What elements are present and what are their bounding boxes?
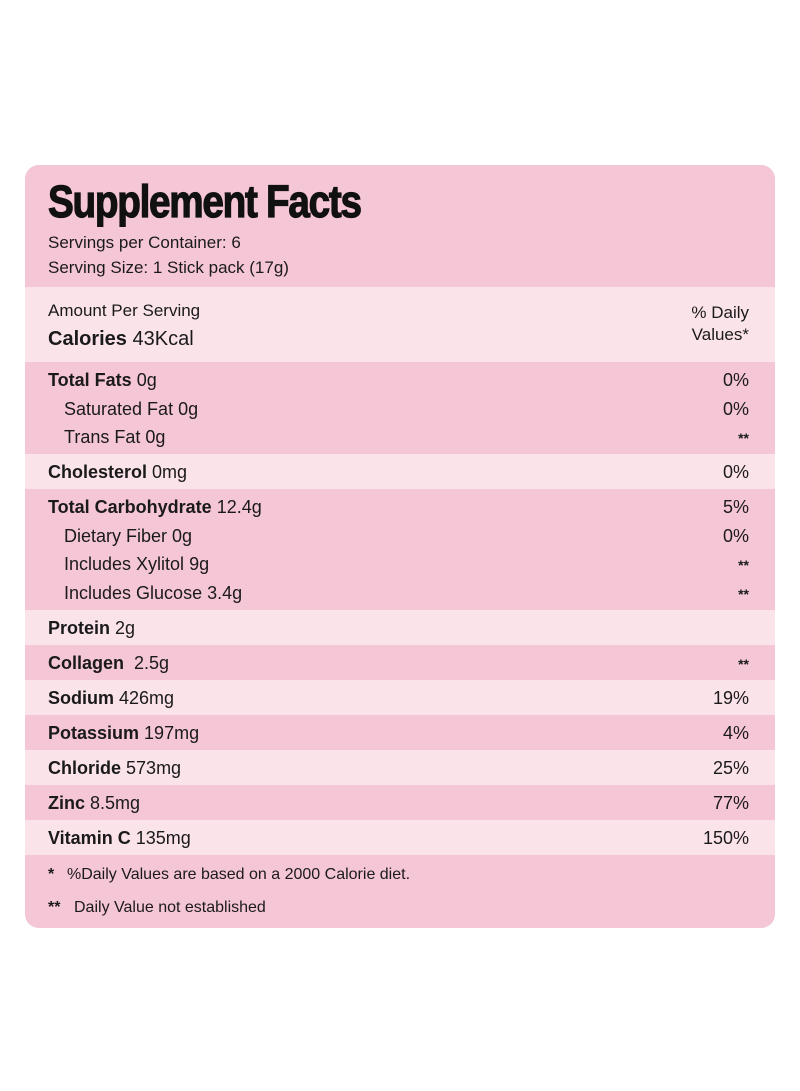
nutrient-row: Cholesterol 0mg xyxy=(48,463,187,481)
nutrient-amount: 426mg xyxy=(119,687,175,708)
nutrient-name: Total Carbohydrate xyxy=(48,497,212,517)
row-group: Collagen 2.5g ** xyxy=(25,644,775,680)
servings: Servings per Container: 6 xyxy=(48,233,241,252)
nutrient-amount: 0g xyxy=(178,398,199,419)
row-group: Chloride 573mg 25% xyxy=(25,749,775,785)
dv-heading: Values* xyxy=(691,325,749,344)
nutrient-row: Collagen 2.5g xyxy=(48,654,169,672)
nutrient-name: Total Fats xyxy=(48,370,132,390)
nutrient-name: Collagen xyxy=(48,652,125,673)
nutrient-row: Potassium 197mg xyxy=(48,724,199,742)
serving-size: Serving Size: 1 Stick pack (17g) xyxy=(48,258,289,277)
supplement-facts-panel: Supplement Facts Servings per Container:… xyxy=(25,165,775,928)
row-group: Sodium 426mg 19% xyxy=(25,679,775,715)
nutrient-row: Zinc 8.5mg xyxy=(48,794,140,812)
nutrient-name: Includes Glucose xyxy=(64,582,203,603)
nutrient-row: Total Carbohydrate 12.4g xyxy=(48,498,262,516)
row-group: Total Fats 0g 0% Saturated Fat 0g 0% Trans F… xyxy=(25,362,775,454)
row-group: Vitamin C 135mg 150% xyxy=(25,819,775,855)
nutrient-amount: 197mg xyxy=(144,722,200,743)
footnote-marker: ** xyxy=(48,898,61,916)
nutrient-name: Includes Xylitol xyxy=(64,554,185,574)
daily-value: 0% xyxy=(722,370,749,390)
nutrient-name: Zinc xyxy=(48,792,86,813)
daily-value: 4% xyxy=(722,722,749,743)
nutrient-amount: 0g xyxy=(136,370,157,390)
footnote-text: Daily Value not established xyxy=(74,898,266,916)
nutrient-row: Sodium 426mg xyxy=(48,689,174,707)
nutrient-name: Vitamin C xyxy=(48,827,131,848)
daily-value: 25% xyxy=(712,757,749,778)
nutrient-name: Sodium xyxy=(48,687,114,708)
row-group: Total Carbohydrate 12.4g 5% Dietary Fiber … xyxy=(25,489,775,610)
daily-value: ** xyxy=(738,430,749,446)
daily-value: ** xyxy=(738,585,749,602)
amount-section: Amount Per Serving Calories 43Kcal % Dai… xyxy=(25,287,775,362)
calories: Calories 43Kcal xyxy=(48,329,194,349)
nutrient-row: Protein 2g xyxy=(48,619,135,637)
nutrient-amount: 2g xyxy=(115,617,136,638)
nutrient-name: Potassium xyxy=(48,722,140,743)
daily-value: 19% xyxy=(712,687,749,708)
nutrient-row: Includes Xylitol 9g xyxy=(64,555,209,573)
row-group: Cholesterol 0mg 0% xyxy=(25,454,775,489)
daily-value: 77% xyxy=(712,792,749,813)
title: Supplement Facts xyxy=(47,176,362,227)
footnote: * %Daily Values are based on a 2000 Calor… xyxy=(48,865,411,883)
daily-value: 0% xyxy=(722,398,749,419)
nutrient-amount: 2.5g xyxy=(134,652,170,673)
footnotes: * %Daily Values are based on a 2000 Calor… xyxy=(25,854,775,928)
nutrient-amount: 9g xyxy=(189,554,210,574)
footnote: ** Daily Value not established xyxy=(48,898,266,916)
nutrient-name: Dietary Fiber xyxy=(64,525,168,546)
daily-value: ** xyxy=(738,655,749,672)
header: Supplement Facts Servings per Container:… xyxy=(25,165,775,287)
amount-label: Amount Per Serving xyxy=(48,301,201,320)
nutrient-amount: 12.4g xyxy=(216,497,262,517)
nutrient-name: Saturated Fat xyxy=(64,398,174,419)
nutrient-name: Trans Fat xyxy=(64,427,141,447)
nutrient-amount: 8.5mg xyxy=(90,792,141,813)
nutrient-amount: 135mg xyxy=(135,827,191,848)
dv-heading: % Daily xyxy=(691,303,749,322)
nutrient-row: Saturated Fat 0g xyxy=(64,400,198,418)
nutrient-row: Trans Fat 0g xyxy=(64,428,165,446)
daily-value: 0% xyxy=(722,525,749,546)
nutrient-name: Chloride xyxy=(48,757,122,778)
calories-label: Calories xyxy=(48,328,127,350)
daily-value: 5% xyxy=(722,497,749,517)
nutrient-row: Includes Glucose 3.4g xyxy=(64,584,242,602)
daily-value: 150% xyxy=(702,827,749,848)
nutrient-row: Total Fats 0g xyxy=(48,371,157,389)
footnote-marker: * xyxy=(48,865,55,883)
nutrient-row: Vitamin C 135mg xyxy=(48,829,191,847)
row-group: Protein 2g xyxy=(25,609,775,645)
daily-value: 0% xyxy=(722,462,749,482)
nutrient-amount: 3.4g xyxy=(207,582,243,603)
nutrient-name: Cholesterol xyxy=(48,462,148,482)
row-group: Potassium 197mg 4% xyxy=(25,714,775,750)
nutrient-name: Protein xyxy=(48,617,111,638)
nutrient-amount: 0mg xyxy=(152,462,188,482)
daily-value: ** xyxy=(738,557,749,573)
footnote-text: %Daily Values are based on a 2000 Calori… xyxy=(67,865,411,883)
nutrient-amount: 0g xyxy=(145,427,166,447)
nutrient-row: Chloride 573mg xyxy=(48,759,181,777)
nutrient-amount: 0g xyxy=(172,525,193,546)
nutrient-row: Dietary Fiber 0g xyxy=(64,527,192,545)
nutrient-amount: 573mg xyxy=(126,757,182,778)
calories-value: 43Kcal xyxy=(132,328,194,350)
row-group: Zinc 8.5mg 77% xyxy=(25,784,775,820)
